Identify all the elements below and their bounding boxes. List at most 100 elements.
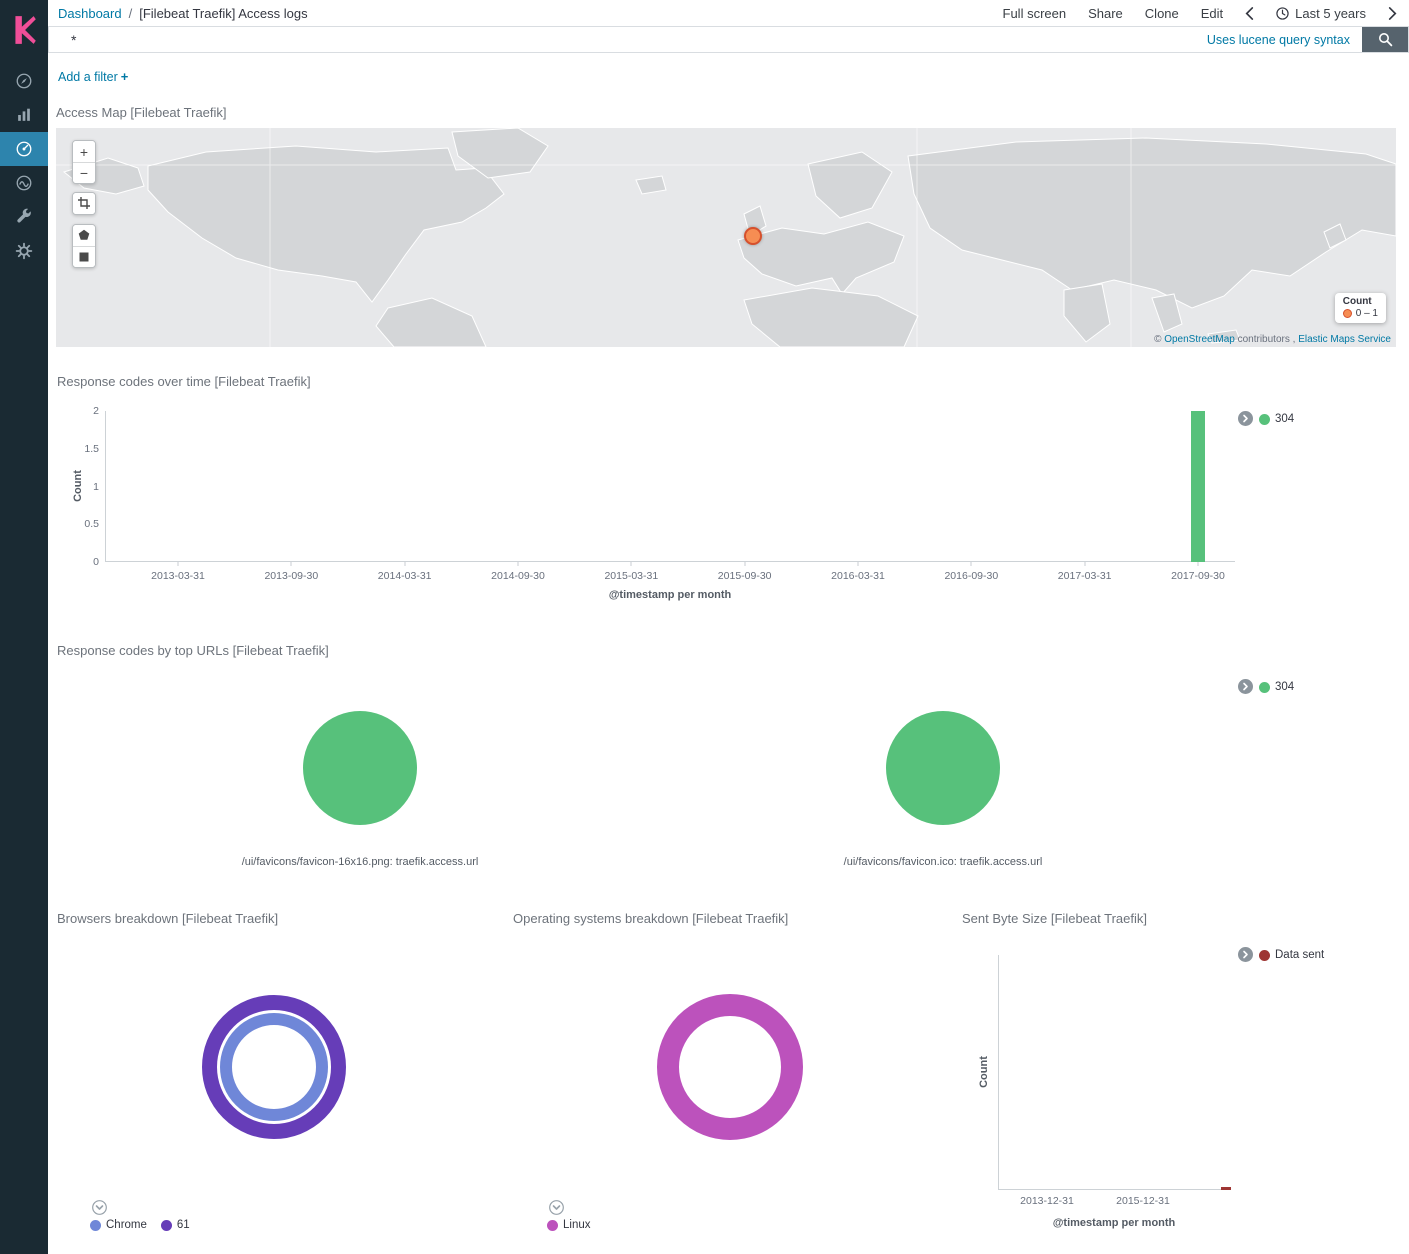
clone-button[interactable]: Clone bbox=[1144, 5, 1179, 21]
legend-dot bbox=[547, 1220, 558, 1231]
add-filter-plus-icon[interactable]: + bbox=[120, 69, 129, 84]
panel-title-os[interactable]: Operating systems breakdown [Filebeat Tr… bbox=[513, 911, 789, 926]
bar-chart-icon bbox=[18, 108, 30, 121]
share-button[interactable]: Share bbox=[1088, 5, 1123, 21]
world-map bbox=[56, 128, 1396, 347]
query-bar: * Uses lucene query syntax bbox=[48, 26, 1409, 53]
chevron-down-circle-icon bbox=[92, 1200, 107, 1215]
panel-title-access-map[interactable]: Access Map [Filebeat Traefik] bbox=[56, 105, 227, 120]
clock-icon bbox=[1276, 6, 1289, 20]
x-tick-label: 2013-03-31 bbox=[151, 570, 205, 582]
panel-title-response-codes[interactable]: Response codes over time [Filebeat Traef… bbox=[57, 374, 311, 389]
legend-item-Data sent[interactable]: Data sent bbox=[1259, 948, 1324, 963]
axis-tick bbox=[290, 562, 292, 566]
nav-dashboard[interactable] bbox=[0, 132, 48, 166]
panel-sent-byte-size: Sent Byte Size [Filebeat Traefik] Count … bbox=[912, 905, 1402, 1254]
zoom-out-button[interactable]: − bbox=[73, 162, 95, 183]
legend-toggle-button[interactable] bbox=[1238, 947, 1253, 962]
kibana-logo[interactable] bbox=[0, 0, 48, 56]
breadcrumb-dashboard[interactable]: Dashboard bbox=[58, 5, 122, 21]
page-title: [Filebeat Traefik] Access logs bbox=[139, 5, 308, 21]
draw-rectangle-button[interactable] bbox=[73, 246, 95, 267]
axis-tick bbox=[970, 562, 972, 566]
x-tick-label: 2016-03-31 bbox=[831, 570, 885, 582]
legend-toggle-button[interactable] bbox=[92, 1200, 107, 1215]
x-tick-label: 2014-03-31 bbox=[377, 570, 432, 582]
legend-label: Chrome bbox=[106, 1219, 147, 1231]
x-tick-label: 2016-09-30 bbox=[944, 570, 999, 582]
bar-304[interactable] bbox=[1191, 411, 1205, 562]
panel-response-codes-by-top-urls: Response codes by top URLs [Filebeat Tra… bbox=[56, 642, 1396, 892]
map-legend-title: Count bbox=[1342, 296, 1372, 307]
pie-favicon-16x16[interactable] bbox=[303, 711, 417, 825]
polygon-icon bbox=[78, 229, 90, 240]
full-screen-button[interactable]: Full screen bbox=[1002, 5, 1067, 21]
chart-legend: 304 bbox=[1259, 680, 1308, 696]
legend-dot bbox=[1259, 414, 1270, 425]
panel-browsers-breakdown: Browsers breakdown [Filebeat Traefik] Ch… bbox=[56, 905, 456, 1254]
legend-item-61[interactable]: 61 bbox=[160, 1218, 190, 1233]
response-codes-chart: Count @timestamp per month 304 0 0.5 1 1.5 2… bbox=[56, 372, 1396, 627]
wave-icon bbox=[16, 175, 32, 191]
map-legend-dot bbox=[1342, 309, 1352, 318]
axis-tick bbox=[630, 562, 632, 566]
legend-dot bbox=[1259, 950, 1270, 961]
panel-title-browsers[interactable]: Browsers breakdown [Filebeat Traefik] bbox=[57, 911, 279, 926]
legend-item-Chrome[interactable]: Chrome bbox=[90, 1218, 147, 1233]
x-tick-label: 2013-12-31 bbox=[1020, 1195, 1074, 1207]
axis-tick bbox=[517, 562, 519, 566]
nav-dev-tools[interactable] bbox=[0, 200, 48, 234]
search-button[interactable] bbox=[1362, 27, 1408, 52]
legend-item-Linux[interactable]: Linux bbox=[547, 1218, 591, 1233]
gear-icon bbox=[15, 242, 33, 260]
draw-polygon-button[interactable] bbox=[73, 225, 95, 246]
axis-tick bbox=[404, 562, 406, 566]
geo-point-marker[interactable] bbox=[744, 227, 762, 245]
dashboard-actions: Full screen Share Clone Edit Last 5 year… bbox=[1003, 6, 1397, 21]
time-step-forward-button[interactable] bbox=[1388, 6, 1397, 20]
draw-controls bbox=[72, 224, 96, 268]
pie-favicon-ico[interactable] bbox=[886, 711, 1000, 825]
elastic-maps-link[interactable]: Elastic Maps Service bbox=[1298, 334, 1391, 345]
map-legend: Count 0 – 1 bbox=[1334, 293, 1386, 323]
time-picker[interactable]: Last 5 years bbox=[1276, 6, 1366, 21]
legend-toggle-button[interactable] bbox=[549, 1200, 564, 1215]
panel-access-map: Access Map [Filebeat Traefik] bbox=[56, 105, 1396, 351]
panel-os-breakdown: Operating systems breakdown [Filebeat Tr… bbox=[512, 905, 912, 1254]
donut-ring-linux[interactable] bbox=[657, 994, 803, 1140]
filter-bar: Add a filter + bbox=[48, 53, 1409, 93]
nav-management[interactable] bbox=[0, 234, 48, 268]
x-tick-label: 2017-03-31 bbox=[1057, 570, 1112, 582]
edit-button[interactable]: Edit bbox=[1200, 5, 1224, 21]
nav-timelion[interactable] bbox=[0, 166, 48, 200]
x-tick-label: 2015-12-31 bbox=[1116, 1195, 1170, 1207]
map-legend-range: 0 – 1 bbox=[1355, 308, 1378, 319]
chart-plot-area bbox=[105, 411, 1235, 562]
nav-visualize[interactable] bbox=[0, 98, 48, 132]
legend-toggle-button[interactable] bbox=[1238, 679, 1253, 694]
pie-label: /ui/favicons/favicon-16x16.png: traefik.… bbox=[241, 856, 479, 868]
add-filter-link[interactable]: Add a filter bbox=[58, 70, 118, 84]
zoom-in-button[interactable]: + bbox=[73, 141, 95, 162]
breadcrumb-separator: / bbox=[128, 5, 133, 21]
fit-data-bounds-button[interactable] bbox=[73, 193, 95, 214]
legend-item-304[interactable]: 304 bbox=[1259, 680, 1294, 695]
lucene-syntax-link[interactable]: Uses lucene query syntax bbox=[1206, 32, 1350, 47]
access-map[interactable]: + − Count 0 – 1 bbox=[56, 128, 1396, 347]
data-sent-mark[interactable] bbox=[1221, 1187, 1231, 1190]
y-tick-label: 1 bbox=[93, 480, 99, 493]
panel-title-sent-byte-size[interactable]: Sent Byte Size [Filebeat Traefik] bbox=[962, 911, 1147, 926]
nav-discover[interactable] bbox=[0, 64, 48, 98]
y-tick-label: 2 bbox=[93, 405, 99, 417]
gauge-icon bbox=[16, 141, 32, 157]
openstreetmap-link[interactable]: OpenStreetMap bbox=[1164, 334, 1235, 345]
legend-toggle-button[interactable] bbox=[1238, 411, 1253, 426]
crop-icon bbox=[78, 196, 90, 209]
attribution-copyright: © bbox=[1154, 334, 1165, 345]
panel-title-top-urls[interactable]: Response codes by top URLs [Filebeat Tra… bbox=[57, 643, 329, 658]
donut-ring-chrome[interactable] bbox=[220, 1013, 328, 1121]
legend-item-304[interactable]: 304 bbox=[1259, 412, 1294, 427]
time-step-back-button[interactable] bbox=[1245, 6, 1254, 20]
query-input[interactable]: * bbox=[71, 31, 77, 48]
